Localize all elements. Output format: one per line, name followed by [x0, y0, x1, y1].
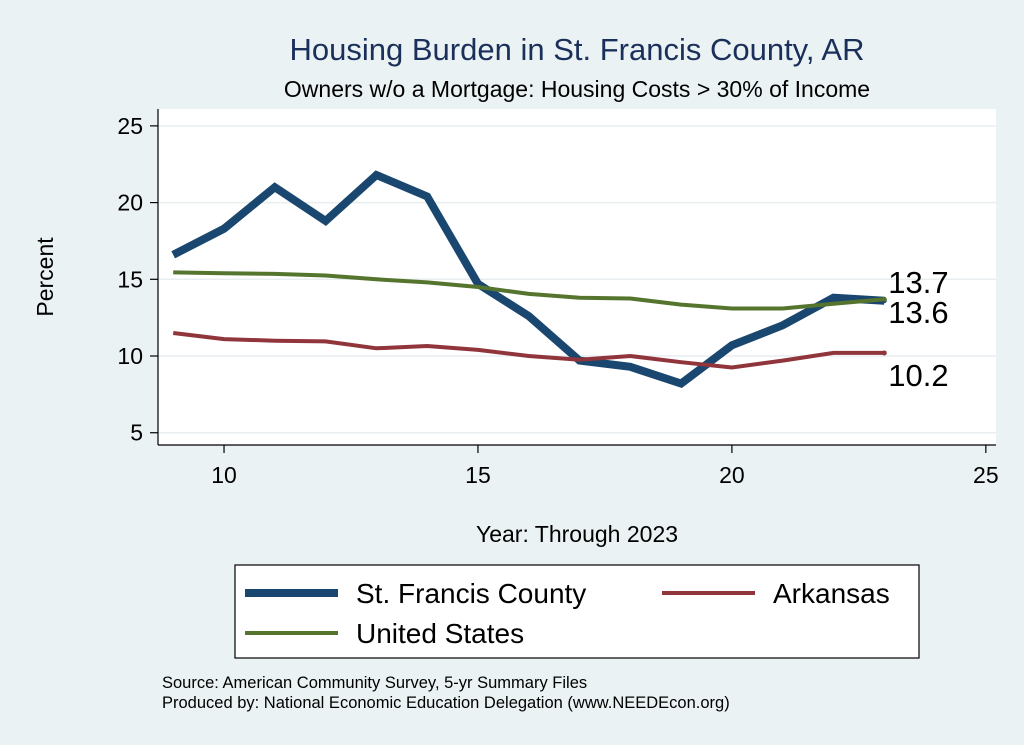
plot-area	[158, 109, 996, 445]
legend-box	[234, 564, 920, 659]
producer-note: Produced by: National Economic Education…	[162, 694, 730, 712]
series-end-point-2	[881, 296, 887, 302]
legend: St. Francis County Arkansas United States	[245, 578, 890, 649]
y-tick-label-5: 5	[130, 420, 143, 446]
x-tick-label-10: 10	[211, 462, 237, 488]
end-label-st-francis-county: 13.6	[888, 295, 948, 330]
series-line-united-states	[173, 270, 885, 311]
x-axis-ticks: 10 15 20 25	[211, 445, 999, 488]
source-note: Source: American Community Survey, 5-yr …	[162, 674, 587, 692]
series-line-arkansas	[172, 331, 885, 370]
end-labels: 13.6 10.2 13.7	[888, 265, 948, 393]
y-axis-ticks: 5 10 15 20 25	[117, 113, 158, 446]
y-tick-label-10: 10	[117, 343, 143, 369]
x-tick-label-15: 15	[465, 462, 491, 488]
series-end-point-1	[881, 350, 887, 356]
legend-label-0: St. Francis County	[356, 578, 586, 609]
end-label-arkansas: 10.2	[888, 358, 948, 393]
legend-label-1: Arkansas	[773, 578, 890, 609]
chart-subtitle: Owners w/o a Mortgage: Housing Costs > 3…	[284, 76, 870, 102]
y-tick-label-20: 20	[117, 190, 143, 216]
legend-label-2: United States	[356, 618, 524, 649]
x-axis-title: Year: Through 2023	[476, 521, 678, 547]
chart-title: Housing Burden in St. Francis County, AR	[290, 32, 865, 67]
end-label-united-states: 13.7	[888, 265, 948, 300]
y-axis-title: Percent	[32, 237, 58, 317]
x-tick-label-25: 25	[973, 462, 999, 488]
series-line-st-francis-county	[171, 170, 885, 389]
series-lines	[171, 170, 887, 389]
y-tick-label-25: 25	[117, 113, 143, 139]
y-tick-label-15: 15	[117, 266, 143, 292]
x-tick-label-20: 20	[719, 462, 745, 488]
